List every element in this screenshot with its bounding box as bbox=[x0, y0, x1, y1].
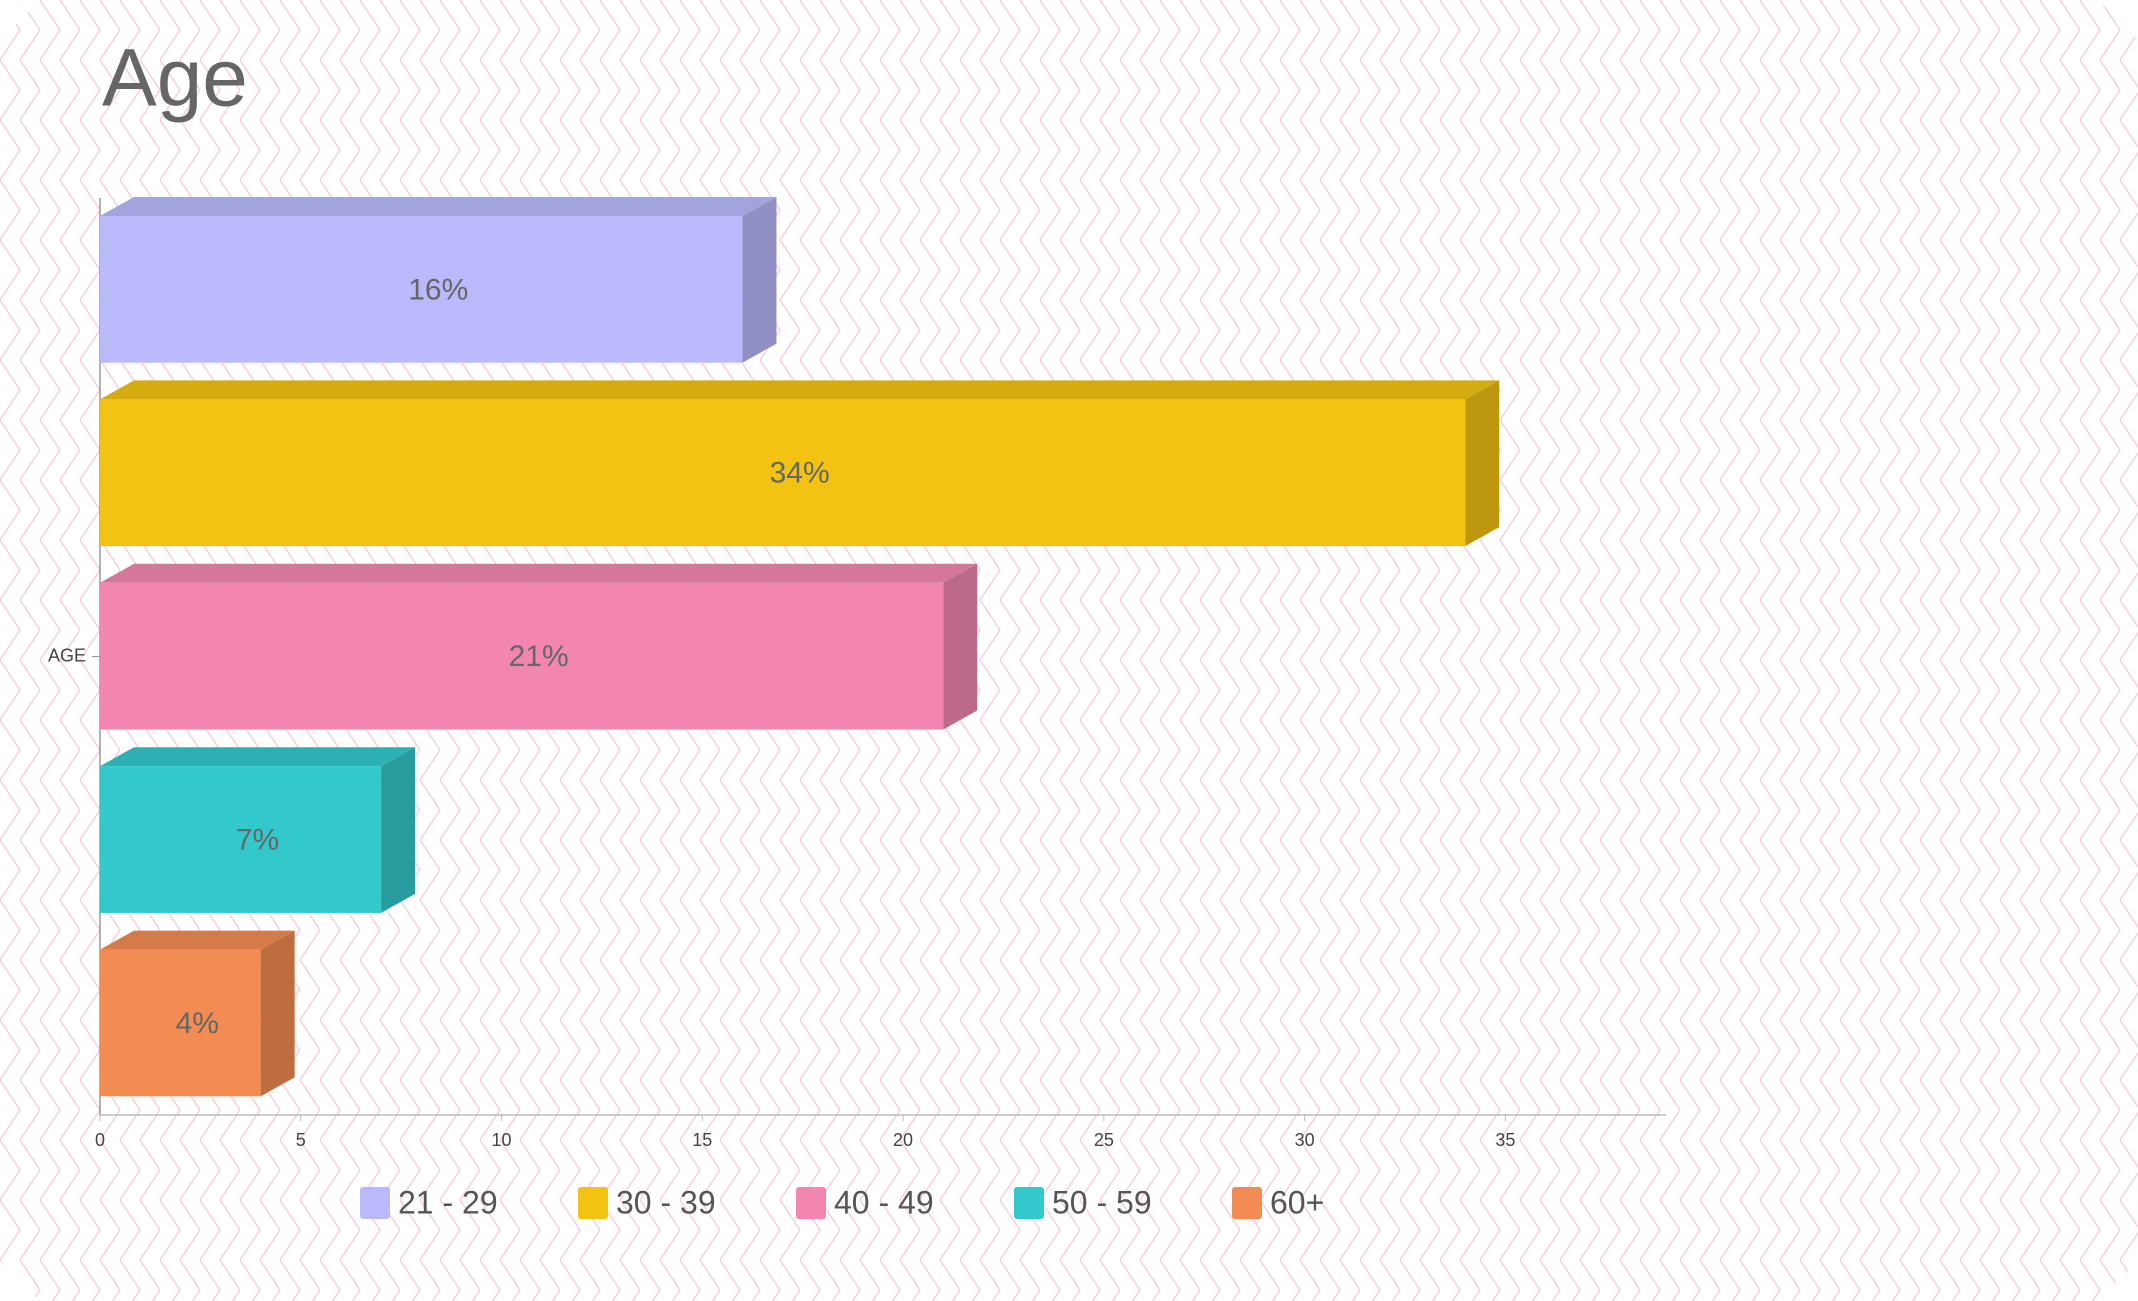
data-label: 21% bbox=[509, 640, 569, 673]
y-tick-label: AGE bbox=[48, 645, 86, 665]
data-label: 16% bbox=[408, 273, 468, 306]
bar bbox=[100, 949, 261, 1097]
data-label: 7% bbox=[236, 823, 279, 856]
legend-label: 40 - 49 bbox=[834, 1184, 934, 1220]
legend-swatch bbox=[1014, 1187, 1044, 1219]
x-tick-label: 15 bbox=[692, 1130, 712, 1150]
bar-side bbox=[381, 747, 416, 913]
x-tick-label: 35 bbox=[1495, 1130, 1515, 1150]
x-tick-label: 10 bbox=[492, 1130, 512, 1150]
bar-top bbox=[100, 197, 777, 216]
bar-side bbox=[260, 930, 295, 1097]
x-tick-label: 20 bbox=[893, 1130, 913, 1150]
x-tick-label: 5 bbox=[296, 1130, 306, 1150]
legend-swatch bbox=[360, 1187, 390, 1219]
chart-title: Age bbox=[102, 33, 248, 124]
bar bbox=[100, 399, 1466, 547]
bar bbox=[100, 766, 382, 913]
x-tick-label: 25 bbox=[1094, 1130, 1114, 1150]
legend-swatch bbox=[1232, 1187, 1262, 1219]
legend-label: 30 - 39 bbox=[616, 1184, 716, 1220]
x-tick-label: 30 bbox=[1295, 1130, 1315, 1150]
legend-swatch bbox=[578, 1187, 608, 1219]
legend-label: 60+ bbox=[1270, 1184, 1324, 1220]
legend-label: 21 - 29 bbox=[398, 1184, 498, 1220]
bar-top bbox=[100, 380, 1500, 400]
bar-side bbox=[742, 197, 777, 363]
bar bbox=[100, 216, 743, 363]
bar-side bbox=[1465, 380, 1500, 547]
bar-top bbox=[100, 563, 978, 583]
x-tick-label: 0 bbox=[95, 1130, 105, 1150]
bar-top bbox=[100, 930, 295, 950]
bar-top bbox=[100, 747, 416, 767]
legend-label: 50 - 59 bbox=[1052, 1184, 1152, 1220]
legend-swatch bbox=[796, 1187, 826, 1219]
bar-side bbox=[943, 563, 978, 730]
data-label: 34% bbox=[770, 457, 830, 490]
bar bbox=[100, 582, 944, 730]
data-label: 4% bbox=[176, 1007, 219, 1040]
